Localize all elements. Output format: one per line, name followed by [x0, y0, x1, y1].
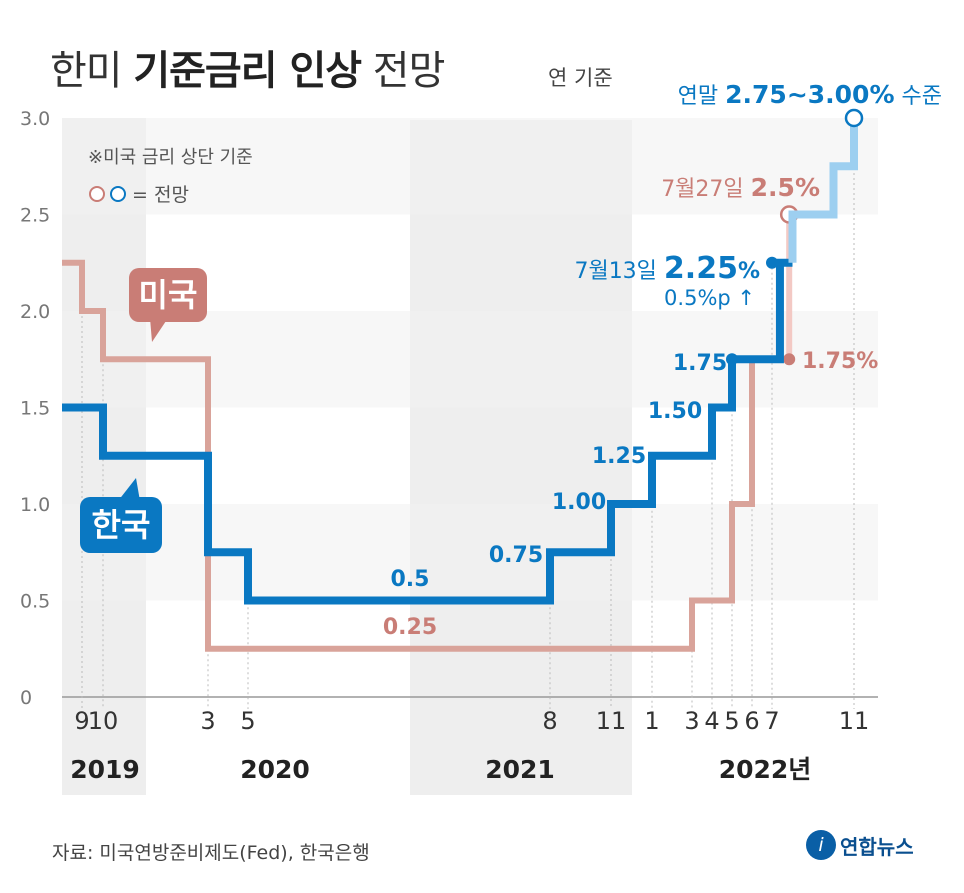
y-tick-label: 0.5: [20, 591, 50, 613]
x-tick-label: 11: [839, 707, 870, 735]
us-series-label: 미국: [139, 276, 198, 314]
us-series-bubble: [129, 268, 207, 322]
us-value-label: 0.25: [383, 615, 437, 640]
x-tick-label: 5: [240, 707, 255, 735]
korea-point-marker: [726, 353, 738, 366]
y-tick-label: 0: [20, 687, 32, 709]
korea-value-label: 1.25: [592, 444, 646, 469]
y-tick-label: 2.5: [20, 205, 50, 227]
x-tick-label: 5: [724, 707, 739, 735]
legend-korea-marker: [110, 186, 126, 202]
page-title: 한미 기준금리 인상 전망: [50, 38, 446, 96]
yonhap-logo: i 연합뉴스: [806, 830, 914, 860]
us-jul27-annotation: 7월27일 2.5%: [661, 173, 820, 202]
year-label: 2021: [485, 755, 555, 784]
korea-forecast-line: [788, 118, 858, 263]
x-tick-label: 1: [644, 707, 659, 735]
y-band-0: [62, 504, 878, 601]
year-label: 2019: [70, 755, 140, 784]
x-tick-label: 4: [704, 707, 719, 735]
x-tick-label: 8: [542, 707, 557, 735]
y-tick-label: 1.0: [20, 494, 50, 516]
note-line: ※미국 금리 상단 기준: [88, 147, 253, 168]
korea-point-marker: [766, 256, 778, 269]
us-value-label: 1.75%: [802, 349, 878, 374]
us-series-tail: [150, 318, 168, 342]
logo-name: 연합뉴스: [840, 834, 914, 859]
x-tick-label: 9: [74, 707, 89, 735]
korea-series-tail: [118, 478, 140, 501]
korea-value-label: 1.75: [673, 351, 727, 376]
y-tick-label: 2.0: [20, 301, 50, 323]
us-series-line: [62, 259, 772, 652]
y-tick-label: 1.5: [20, 398, 50, 420]
korea-value-label: 1.50: [648, 399, 702, 424]
x-tick-label: 11: [596, 707, 627, 735]
korea-series-label: 한국: [92, 506, 151, 544]
korea-hike-annotation: 0.5%p ↑: [664, 286, 755, 310]
korea-jul13-annotation: 7월13일 2.25%: [574, 251, 760, 286]
korea-value-label: 0.5: [391, 567, 430, 592]
korea-series-line: [62, 258, 793, 605]
year-band-1: [410, 120, 632, 795]
x-tick-label: 3: [200, 707, 215, 735]
y-band-2: [62, 118, 878, 215]
y-tick-label: 3.0: [20, 108, 50, 130]
title-part-1: 한미: [50, 48, 123, 94]
us-point-marker: [783, 353, 796, 366]
korea-forecast-marker: [844, 108, 864, 128]
korea-value-label: 1.00: [552, 490, 606, 515]
year-label: 2020: [240, 755, 310, 784]
source-note: 자료: 미국연방준비제도(Fed), 한국은행: [52, 842, 370, 864]
x-tick-label: 3: [684, 707, 699, 735]
title-part-2: 전망: [372, 48, 446, 94]
x-tick-label: 10: [88, 707, 119, 735]
x-tick-label: 7: [764, 707, 779, 735]
legend-label: = 전망: [132, 184, 189, 206]
title-part-bold: 기준금리 인상: [133, 48, 362, 94]
logo-mark-icon: i: [806, 830, 836, 860]
legend-us-marker: [89, 186, 105, 202]
korea-series-bubble: [80, 497, 162, 553]
unit-note: 연 기준: [548, 66, 613, 90]
year-label: 2022년: [719, 755, 812, 784]
year-end-annotation: 연말 2.75~3.00% 수준: [678, 80, 942, 109]
korea-value-label: 0.75: [489, 543, 543, 568]
x-tick-label: 6: [744, 707, 759, 735]
